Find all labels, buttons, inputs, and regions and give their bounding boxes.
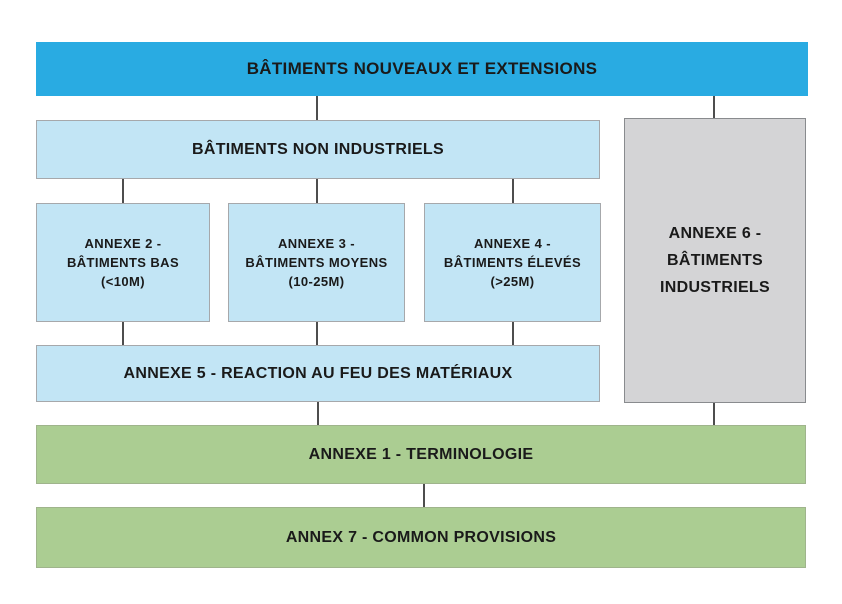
box-annexe4-batiments-eleves: ANNEXE 4 - BÂTIMENTS ÉLEVÉS (>25M)	[424, 203, 601, 322]
box-label-line: (10-25M)	[288, 274, 345, 289]
box-label: ANNEXE 5 - REACTION AU FEU DES MATÉRIAUX	[123, 364, 513, 382]
box-annexe2-batiments-bas: ANNEXE 2 - BÂTIMENTS BAS (<10M)	[36, 203, 210, 322]
connector-root-nonindustrial	[316, 96, 318, 120]
box-label: ANNEXE 1 - TERMINOLOGIE	[308, 445, 534, 463]
box-label-line: (>25M)	[490, 274, 535, 289]
box-annexe6-batiments-industriels: ANNEXE 6 - BÂTIMENTS INDUSTRIELS	[624, 118, 806, 403]
box-annexe1-terminologie: ANNEXE 1 - TERMINOLOGIE	[36, 425, 806, 484]
connector-annexe2-annexe5	[122, 322, 124, 345]
connector-annexe6-annexe1	[713, 403, 715, 425]
connector-root-annexe6	[713, 96, 715, 118]
box-label: BÂTIMENTS NON INDUSTRIELS	[192, 140, 444, 158]
box-label-line: BÂTIMENTS	[666, 252, 764, 269]
box-annex7-common-provisions: ANNEX 7 - COMMON PROVISIONS	[36, 507, 806, 568]
box-label: BÂTIMENTS NOUVEAUX ET EXTENSIONS	[246, 59, 598, 78]
box-label-line: BÂTIMENTS BAS	[66, 255, 180, 270]
connector-annexe3-annexe5	[316, 322, 318, 345]
box-annexe3-batiments-moyens: ANNEXE 3 - BÂTIMENTS MOYENS (10-25M)	[228, 203, 405, 322]
box-label-line: ANNEXE 4 -	[474, 236, 551, 251]
box-label-line: ANNEXE 6 -	[668, 225, 762, 242]
box-batiments-non-industriels: BÂTIMENTS NON INDUSTRIELS	[36, 120, 600, 179]
box-annexe5-reaction-au-feu: ANNEXE 5 - REACTION AU FEU DES MATÉRIAUX	[36, 345, 600, 402]
connector-nonind-annexe4	[512, 179, 514, 203]
box-label-line: BÂTIMENTS MOYENS	[245, 255, 388, 270]
connector-annexe5-annexe1	[317, 402, 319, 425]
box-label: ANNEX 7 - COMMON PROVISIONS	[285, 528, 557, 546]
box-label-line: (<10M)	[101, 274, 145, 289]
box-label-line: ANNEXE 2 -	[84, 236, 162, 251]
box-label-line: INDUSTRIELS	[660, 279, 770, 296]
connector-annexe1-annex7	[423, 484, 425, 507]
box-label-line: ANNEXE 3 -	[278, 236, 355, 251]
box-batiments-nouveaux-et-extensions: BÂTIMENTS NOUVEAUX ET EXTENSIONS	[36, 42, 808, 96]
connector-nonind-annexe2	[122, 179, 124, 203]
connector-nonind-annexe3	[316, 179, 318, 203]
box-label-line: BÂTIMENTS ÉLEVÉS	[443, 255, 582, 270]
connector-annexe4-annexe5	[512, 322, 514, 345]
